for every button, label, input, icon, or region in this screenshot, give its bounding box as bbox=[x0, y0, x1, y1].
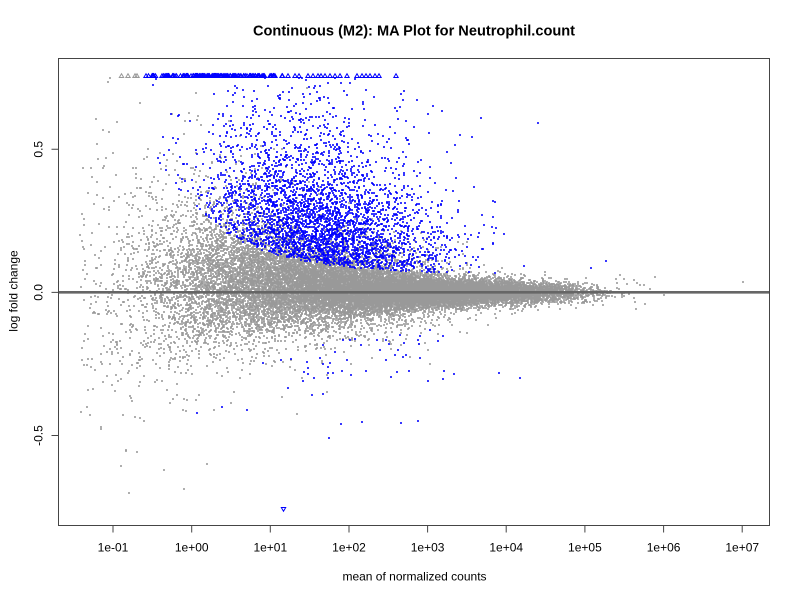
svg-text:1e+00: 1e+00 bbox=[175, 541, 209, 555]
svg-text:1e+04: 1e+04 bbox=[489, 541, 523, 555]
svg-text:-0.5: -0.5 bbox=[32, 425, 46, 446]
svg-text:log fold change: log fold change bbox=[7, 250, 21, 332]
svg-text:1e+02: 1e+02 bbox=[332, 541, 366, 555]
svg-text:1e+03: 1e+03 bbox=[411, 541, 445, 555]
svg-text:1e+01: 1e+01 bbox=[253, 541, 287, 555]
svg-text:mean of normalized counts: mean of normalized counts bbox=[342, 570, 486, 584]
svg-text:Continuous (M2): MA Plot for N: Continuous (M2): MA Plot for Neutrophil.… bbox=[253, 24, 575, 40]
svg-text:1e-01: 1e-01 bbox=[98, 541, 129, 555]
svg-text:0.0: 0.0 bbox=[32, 284, 46, 301]
svg-text:1e+07: 1e+07 bbox=[725, 541, 759, 555]
svg-text:1e+05: 1e+05 bbox=[568, 541, 602, 555]
svg-text:1e+06: 1e+06 bbox=[647, 541, 681, 555]
svg-text:0.5: 0.5 bbox=[32, 141, 46, 158]
